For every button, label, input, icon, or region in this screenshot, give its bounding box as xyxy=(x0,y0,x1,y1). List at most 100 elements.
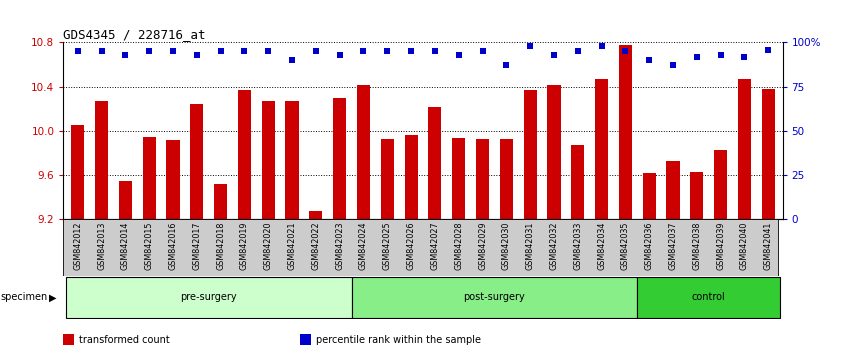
Text: pre-surgery: pre-surgery xyxy=(180,292,237,302)
Text: GSM842039: GSM842039 xyxy=(717,221,725,270)
Bar xyxy=(190,104,203,219)
Text: GSM842024: GSM842024 xyxy=(359,221,368,270)
Text: GSM842031: GSM842031 xyxy=(525,221,535,269)
Bar xyxy=(333,98,346,219)
Text: GSM842033: GSM842033 xyxy=(574,221,582,269)
Bar xyxy=(214,184,228,219)
Bar xyxy=(452,138,465,219)
Bar xyxy=(357,85,370,219)
Point xyxy=(690,54,704,59)
Bar xyxy=(547,85,561,219)
Text: GSM842021: GSM842021 xyxy=(288,221,297,270)
Text: specimen: specimen xyxy=(1,292,48,302)
Text: ▶: ▶ xyxy=(49,292,57,302)
Text: GSM842012: GSM842012 xyxy=(74,221,82,270)
Point xyxy=(309,48,322,54)
Point xyxy=(618,48,632,54)
Text: GSM842020: GSM842020 xyxy=(264,221,272,270)
Text: GSM842034: GSM842034 xyxy=(597,221,606,269)
Text: GSM842013: GSM842013 xyxy=(97,221,106,269)
Point xyxy=(524,43,537,49)
Text: GSM842014: GSM842014 xyxy=(121,221,129,269)
Bar xyxy=(95,101,108,219)
Text: GSM842015: GSM842015 xyxy=(145,221,154,270)
Point xyxy=(595,43,608,49)
Text: GSM842036: GSM842036 xyxy=(645,221,654,269)
Text: GSM842037: GSM842037 xyxy=(668,221,678,270)
Text: GSM842032: GSM842032 xyxy=(549,221,558,270)
Bar xyxy=(71,125,85,219)
Text: GSM842040: GSM842040 xyxy=(740,221,749,269)
Text: GDS4345 / 228716_at: GDS4345 / 228716_at xyxy=(63,28,206,41)
Point xyxy=(642,57,656,63)
Bar xyxy=(761,89,775,219)
Point xyxy=(332,52,346,58)
Point xyxy=(238,48,251,54)
Point xyxy=(357,48,371,54)
Point xyxy=(142,48,156,54)
Text: post-surgery: post-surgery xyxy=(464,292,525,302)
Text: GSM842025: GSM842025 xyxy=(382,221,392,270)
Bar xyxy=(428,107,442,219)
Bar xyxy=(66,277,352,318)
Text: GSM842027: GSM842027 xyxy=(431,221,439,270)
Point xyxy=(475,48,489,54)
Bar xyxy=(690,172,703,219)
Text: GSM842041: GSM842041 xyxy=(764,221,772,269)
Text: GSM842029: GSM842029 xyxy=(478,221,487,270)
Bar xyxy=(476,139,489,219)
Text: GSM842026: GSM842026 xyxy=(407,221,415,270)
Text: GSM842038: GSM842038 xyxy=(692,221,701,269)
Text: GSM842016: GSM842016 xyxy=(168,221,178,269)
Point xyxy=(285,57,299,63)
Bar xyxy=(285,101,299,219)
Point xyxy=(428,48,442,54)
Bar xyxy=(618,45,632,219)
Bar xyxy=(143,137,156,219)
Text: GSM842030: GSM842030 xyxy=(502,221,511,269)
Text: GSM842023: GSM842023 xyxy=(335,221,344,270)
Point xyxy=(761,47,775,52)
Bar xyxy=(352,277,637,318)
Bar xyxy=(738,79,751,219)
Bar xyxy=(714,150,728,219)
Text: GSM842028: GSM842028 xyxy=(454,221,464,270)
Point xyxy=(571,48,585,54)
Bar xyxy=(637,277,780,318)
Point xyxy=(190,52,204,58)
Point xyxy=(166,48,179,54)
Point xyxy=(738,54,751,59)
Point xyxy=(118,52,132,58)
Point xyxy=(500,63,514,68)
Point xyxy=(214,48,228,54)
Point xyxy=(71,48,85,54)
Point xyxy=(667,63,680,68)
Bar xyxy=(381,139,394,219)
Point xyxy=(261,48,275,54)
Text: control: control xyxy=(692,292,726,302)
Text: GSM842019: GSM842019 xyxy=(240,221,249,270)
Point xyxy=(714,52,728,58)
Point xyxy=(404,48,418,54)
Bar xyxy=(524,90,536,219)
Text: percentile rank within the sample: percentile rank within the sample xyxy=(316,335,481,345)
Bar xyxy=(571,145,585,219)
Text: GSM842022: GSM842022 xyxy=(311,221,321,270)
Bar xyxy=(238,90,251,219)
Bar xyxy=(500,139,513,219)
Bar xyxy=(261,101,275,219)
Bar xyxy=(595,79,608,219)
Text: GSM842035: GSM842035 xyxy=(621,221,630,270)
Point xyxy=(381,48,394,54)
Point xyxy=(95,48,108,54)
Point xyxy=(452,52,465,58)
Bar xyxy=(310,211,322,219)
Bar xyxy=(643,173,656,219)
Bar xyxy=(404,135,418,219)
Bar xyxy=(118,181,132,219)
Bar xyxy=(667,161,679,219)
Text: transformed count: transformed count xyxy=(79,335,169,345)
Text: GSM842018: GSM842018 xyxy=(216,221,225,269)
Bar xyxy=(167,140,179,219)
Point xyxy=(547,52,561,58)
